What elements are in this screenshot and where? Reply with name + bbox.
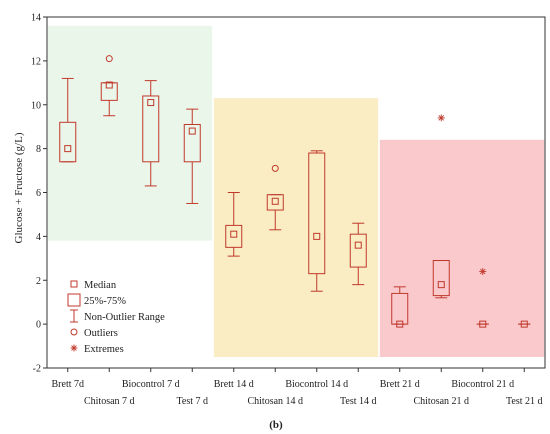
median-marker (230, 230, 238, 238)
legend-item-outlier: Outliers (70, 328, 118, 339)
box-11 (476, 267, 489, 328)
category-label: Brett 7d (52, 379, 85, 390)
median-marker (520, 320, 528, 328)
median-marker (188, 127, 196, 135)
legend-label: Non-Outlier Range (84, 312, 165, 323)
box-8 (349, 222, 367, 286)
median-marker (105, 81, 113, 89)
panel-label: (b) (269, 419, 283, 431)
category-labels: Brett 7d Chitosan 7 d Biocontrol 7 d Test 7… (52, 379, 543, 407)
y-tick-label: 4 (36, 232, 41, 243)
median-marker (437, 281, 445, 289)
stage-band-3 (379, 139, 545, 358)
y-tick-label: 0 (36, 320, 41, 331)
legend-label: Median (84, 280, 117, 291)
iqr-box (100, 82, 118, 101)
y-tick-label: 12 (31, 56, 41, 67)
iqr-box (391, 292, 409, 325)
axes: -2 0 2 4 6 8 10 12 14 (31, 13, 546, 375)
legend-label: Extremes (84, 344, 124, 355)
median-marker (354, 241, 362, 249)
box-marks (59, 55, 531, 328)
legend-item-extreme: Extremes (70, 344, 124, 355)
category-label: Test 7 d (176, 396, 208, 407)
iqr-box (349, 233, 367, 268)
extreme-marker (479, 267, 487, 275)
box-2 (100, 55, 118, 117)
box-7 (308, 150, 326, 292)
y-tick-label: 14 (31, 13, 41, 24)
category-label: Brett 14 d (214, 379, 254, 390)
y-tick-label: 2 (36, 276, 41, 287)
stage-band-1 (47, 25, 213, 241)
legend-extreme-symbol (70, 344, 78, 352)
y-tick-label: 6 (36, 188, 41, 199)
category-label: Chitosan 21 d (413, 396, 469, 407)
category-label: Test 14 d (340, 396, 377, 407)
iqr-box (432, 260, 450, 297)
category-label: Test 21 d (506, 396, 543, 407)
box-3 (142, 80, 160, 187)
legend-label: Outliers (84, 328, 118, 339)
legend-outlier-symbol (70, 328, 78, 336)
median-marker (271, 197, 279, 205)
iqr-box (225, 224, 243, 248)
median-marker (479, 320, 487, 328)
box-9 (391, 286, 409, 328)
stage-band-2 (213, 98, 379, 358)
category-label: Biocontrol 14 d (285, 379, 348, 390)
category-label: Biocontrol 7 d (122, 379, 180, 390)
box-1 (59, 77, 77, 163)
y-tick-label: 8 (36, 144, 41, 155)
iqr-box (59, 121, 77, 163)
legend-whisker-symbol (70, 309, 78, 323)
box-12 (518, 320, 531, 328)
legend-item-median: Median (70, 280, 117, 291)
box-4 (183, 108, 201, 204)
legend-box-symbol (67, 293, 81, 307)
iqr-box (308, 152, 326, 275)
y-axis-title: Glucose + Fructose (g/L) (13, 132, 25, 243)
box-5 (225, 192, 243, 257)
legend: Median 25%-75% Non-Outlier Range Outliers Ex… (67, 280, 165, 355)
extreme-marker (437, 114, 445, 122)
category-label: Brett 21 d (380, 379, 420, 390)
median-marker (313, 232, 321, 240)
category-label: Chitosan 14 d (247, 396, 303, 407)
box-6 (266, 164, 284, 231)
category-label: Chitosan 7 d (84, 396, 135, 407)
category-label: Biocontrol 21 d (451, 379, 514, 390)
outlier-marker (271, 164, 279, 172)
y-tick-label: -2 (33, 364, 41, 375)
iqr-box (183, 123, 201, 163)
box-10 (432, 114, 450, 299)
legend-item-box: 25%-75% (67, 293, 126, 307)
stage-bands (47, 25, 545, 358)
median-marker (64, 145, 72, 153)
legend-median-symbol (70, 280, 78, 288)
outlier-marker (105, 55, 113, 63)
median-marker (147, 99, 155, 107)
iqr-box (142, 95, 160, 163)
y-tick-label: 10 (31, 100, 41, 111)
median-marker (396, 320, 404, 328)
legend-item-whisker: Non-Outlier Range (70, 309, 165, 323)
iqr-box (266, 194, 284, 211)
legend-label: 25%-75% (84, 296, 126, 307)
